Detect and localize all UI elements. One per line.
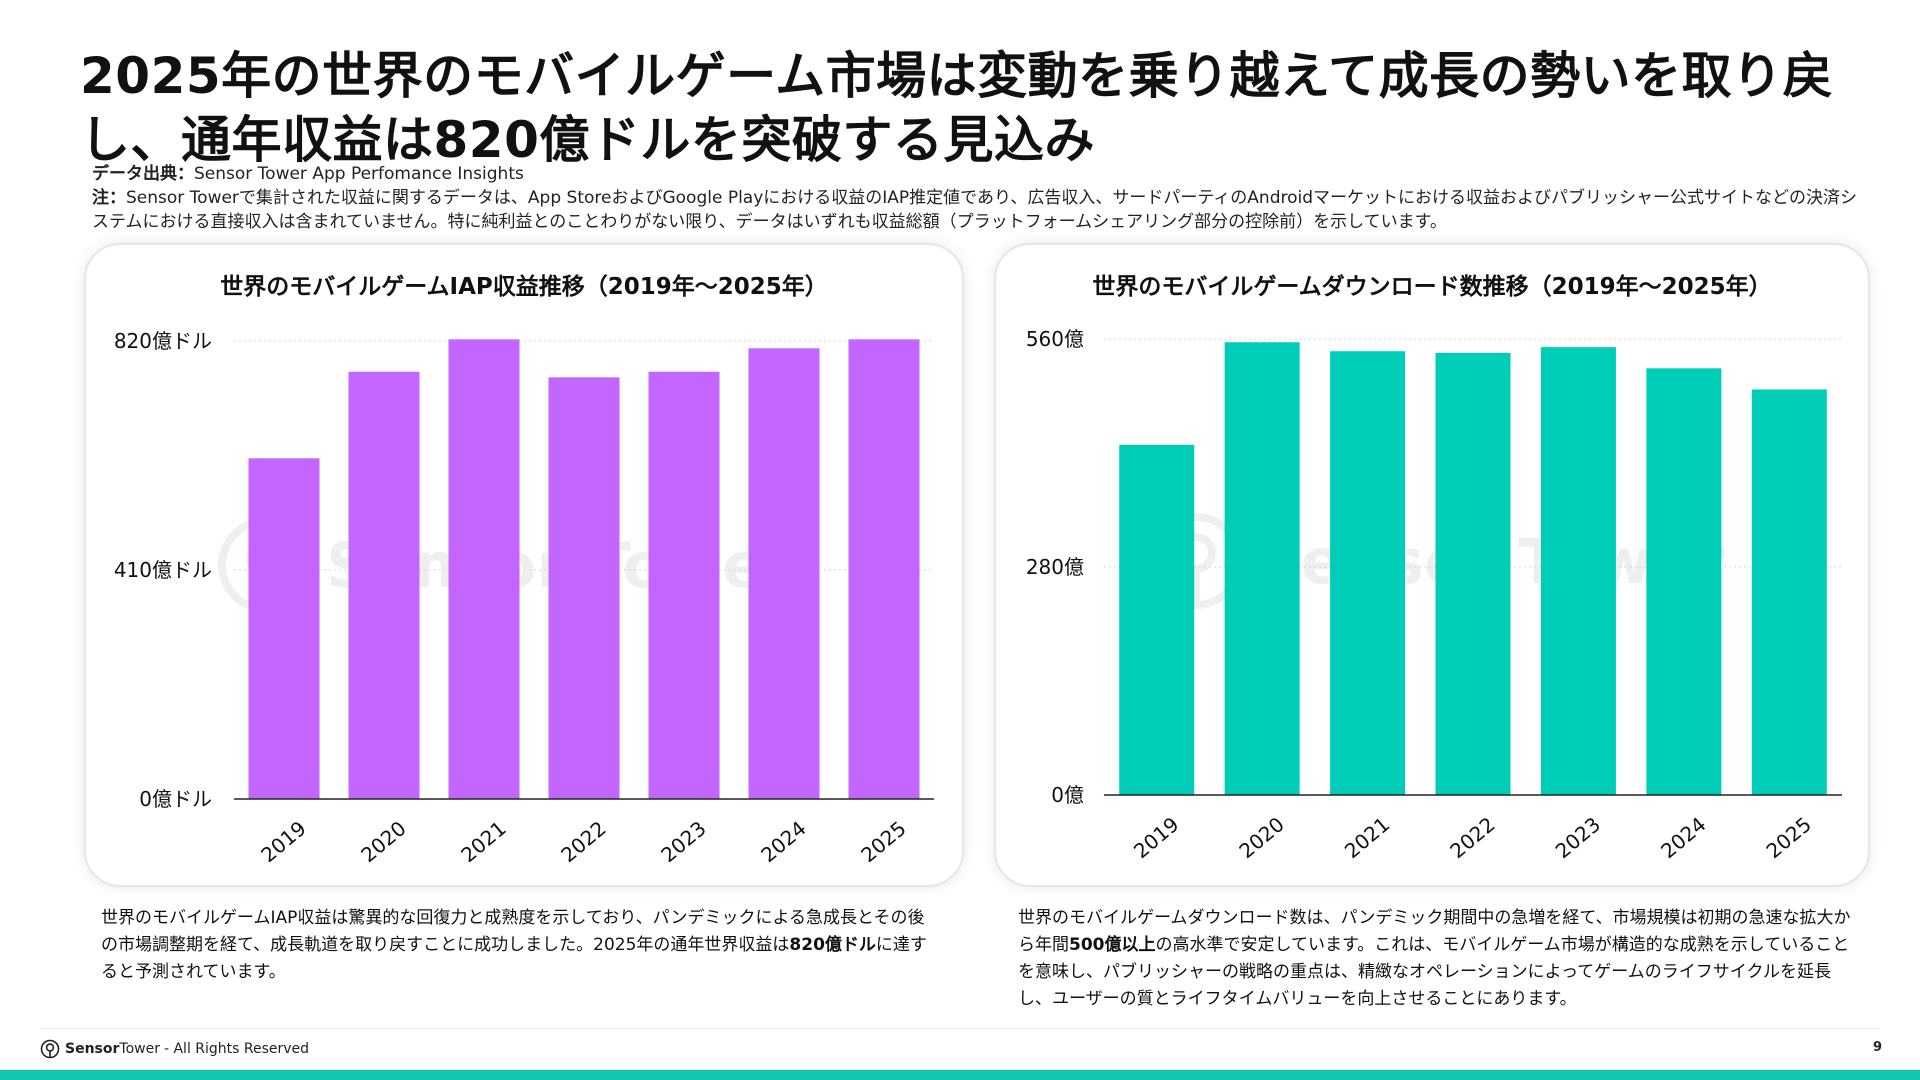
- bar-2019: [248, 458, 320, 799]
- footer-brand-regular: Tower: [119, 1041, 160, 1057]
- x-tick-label: 2025: [1762, 812, 1816, 863]
- x-tick-label: 2021: [456, 816, 510, 867]
- downloads-chart: Sensor Tower0億280億560億201920202021202220…: [1026, 327, 1842, 863]
- bar-2020: [348, 371, 420, 799]
- x-tick-label: 2019: [1129, 812, 1183, 863]
- footer: Sensor Tower - All Rights Reserved: [40, 1036, 309, 1062]
- bar-2024: [748, 348, 820, 799]
- y-tick-label: 0億ドル: [139, 787, 212, 811]
- downloads-desc-highlight: 500億以上: [1069, 935, 1156, 955]
- bar-2023: [648, 371, 720, 799]
- bar-2020: [1224, 342, 1300, 795]
- x-tick-label: 2020: [1234, 812, 1288, 863]
- downloads-desc-text-1: 世界のモバイルゲームダウンロード数は、パンデミック期間中の急増を経て、市場規模は…: [1018, 908, 1851, 955]
- x-tick-label: 2024: [756, 816, 810, 867]
- y-tick-label: 0億: [1051, 783, 1084, 807]
- downloads-desc-text-2: の高水準で安定しています。これは、モバイルゲーム市場が構造的な成熟を示しているこ…: [1018, 935, 1850, 1009]
- bar-2019: [1119, 444, 1195, 795]
- bar-2022: [548, 377, 620, 799]
- x-tick-label: 2022: [1445, 812, 1499, 863]
- accent-bar: [0, 1070, 1920, 1080]
- footer-divider: [40, 1028, 1880, 1029]
- sensor-tower-logo-icon: [40, 1039, 60, 1059]
- data-source-text: Sensor Tower App Perfomance Insights: [194, 164, 524, 184]
- bar-2021: [448, 339, 520, 799]
- y-tick-label: 410億ドル: [114, 558, 212, 582]
- chart-notes: データ出典：Sensor Tower App Perfomance Insigh…: [92, 162, 1872, 234]
- x-tick-label: 2019: [256, 816, 310, 867]
- downloads-description: 世界のモバイルゲームダウンロード数は、パンデミック期間中の急増を経て、市場規模は…: [1018, 905, 1858, 1013]
- y-tick-label: 280億: [1026, 555, 1084, 579]
- x-tick-label: 2023: [656, 816, 710, 867]
- iap-revenue-description: 世界のモバイルゲームIAP収益は驚異的な回復力と成熟度を示しており、パンデミック…: [101, 905, 941, 986]
- iap-desc-highlight: 820億ドル: [789, 935, 876, 955]
- bar-2025: [1751, 389, 1827, 795]
- x-tick-label: 2025: [856, 816, 910, 867]
- data-note-label: 注：: [92, 188, 126, 208]
- iap-desc-text-2: に達すると予測されています。: [101, 935, 927, 982]
- data-note: 注：Sensor Towerで集計された収益に関するデータは、App Store…: [92, 186, 1872, 234]
- bar-2023: [1540, 347, 1616, 795]
- iap-desc-text-1: 世界のモバイルゲームIAP収益は驚異的な回復力と成熟度を示しており、パンデミック…: [101, 908, 925, 955]
- iap-revenue-chart-title: 世界のモバイルゲームIAP収益推移（2019年～2025年）: [220, 274, 828, 300]
- footer-brand-bold: Sensor: [65, 1041, 120, 1057]
- downloads-chart-title: 世界のモバイルゲームダウンロード数推移（2019年～2025年）: [1092, 274, 1772, 300]
- y-tick-label: 560億: [1026, 327, 1084, 351]
- page-title: 2025年の世界のモバイルゲーム市場は変動を乗り越えて成長の勢いを取り戻し、通年…: [80, 47, 1834, 169]
- data-note-text: Sensor Towerで集計された収益に関するデータは、App Storeおよ…: [92, 188, 1858, 232]
- bar-2024: [1646, 368, 1722, 795]
- x-tick-label: 2021: [1340, 812, 1394, 863]
- x-tick-label: 2022: [556, 816, 610, 867]
- iap-revenue-chart: Sensor Tower0億ドル410億ドル820億ドル201920202021…: [114, 329, 934, 867]
- bar-2025: [848, 339, 920, 799]
- bar-2021: [1330, 351, 1406, 795]
- page-number: 9: [1872, 1040, 1882, 1055]
- footer-rights: - All Rights Reserved: [163, 1041, 310, 1057]
- x-tick-label: 2024: [1656, 812, 1710, 863]
- iap-revenue-chart-panel: 世界のモバイルゲームIAP収益推移（2019年～2025年） Sensor To…: [84, 243, 964, 887]
- data-source: データ出典：Sensor Tower App Perfomance Insigh…: [92, 162, 1872, 186]
- downloads-chart-panel: 世界のモバイルゲームダウンロード数推移（2019年～2025年） Sensor …: [994, 243, 1870, 887]
- y-tick-label: 820億ドル: [114, 329, 212, 353]
- x-tick-label: 2020: [356, 816, 410, 867]
- x-tick-label: 2023: [1551, 812, 1605, 863]
- bar-2022: [1435, 352, 1511, 795]
- data-source-label: データ出典：: [92, 164, 194, 184]
